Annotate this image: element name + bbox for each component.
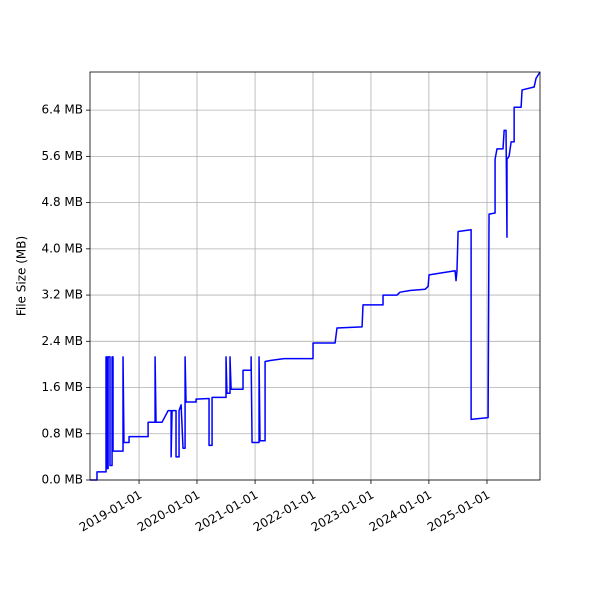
- y-tick-label: 1.6 MB: [42, 380, 83, 394]
- plot-frame: [89, 71, 541, 481]
- y-tick-label: 4.0 MB: [42, 241, 83, 255]
- x-tick-label: 2022-01-01: [251, 488, 318, 535]
- y-tick-label: 3.2 MB: [42, 288, 83, 302]
- x-tick-label: 2024-01-01: [367, 488, 434, 535]
- x-tick-label: 2025-01-01: [425, 488, 492, 535]
- y-tick-label: 4.8 MB: [42, 195, 83, 209]
- y-tick-label: 0.0 MB: [42, 473, 83, 487]
- x-tick-label: 2020-01-01: [135, 488, 202, 535]
- y-tick-label: 2.4 MB: [42, 334, 83, 348]
- x-tick-label: 2023-01-01: [309, 488, 376, 535]
- x-tick-label: 2019-01-01: [77, 488, 144, 535]
- data-line: [90, 71, 541, 481]
- y-tick-label: 0.8 MB: [42, 426, 83, 440]
- y-axis-label: File Size (MB): [15, 236, 29, 316]
- y-tick-label: 6.4 MB: [42, 103, 83, 117]
- x-tick-label: 2021-01-01: [193, 488, 260, 535]
- y-tick-label: 5.6 MB: [42, 149, 83, 163]
